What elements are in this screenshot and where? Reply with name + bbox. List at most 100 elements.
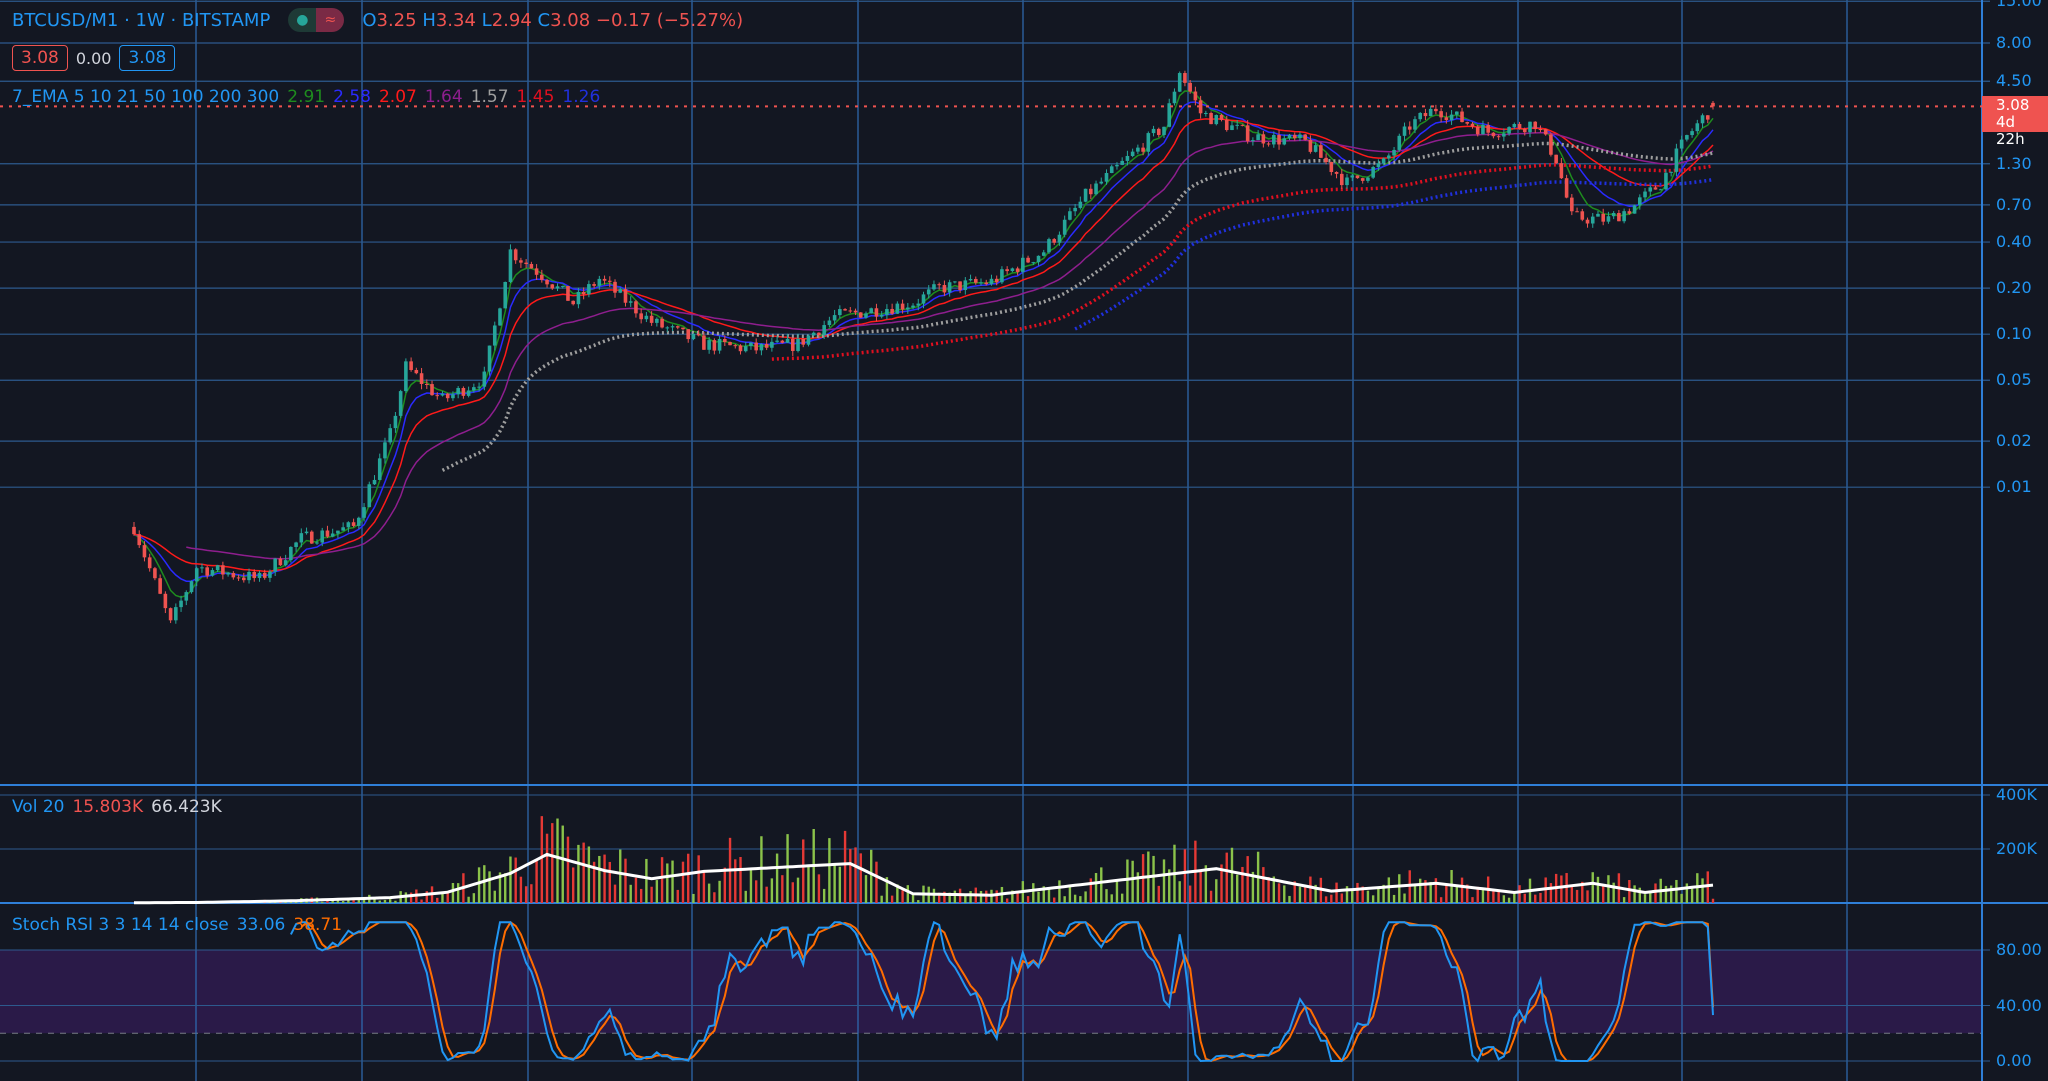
candle-body: [1339, 173, 1344, 186]
candle-body: [613, 281, 617, 293]
candle-body: [158, 578, 162, 594]
ema-100-line: [441, 141, 1714, 472]
price-tick-label: 0.70: [1996, 194, 2032, 214]
volume-bar: [1513, 892, 1516, 903]
volume-bar: [1314, 884, 1317, 903]
candle-body: [932, 284, 936, 290]
buy-sell-toggle[interactable]: ● ≈: [288, 8, 345, 32]
candle-body: [1632, 205, 1637, 214]
candle-body: [456, 387, 460, 395]
candle-body: [1444, 117, 1449, 121]
candle-body: [1313, 145, 1318, 152]
volume-bar: [404, 892, 408, 903]
candle-body: [1177, 73, 1182, 92]
candle-body: [911, 305, 915, 308]
volume-bar: [718, 880, 721, 903]
volume-bar: [1220, 864, 1223, 903]
candle-body: [1031, 262, 1036, 264]
stoch-d-line: [300, 920, 1714, 1063]
candle-body: [435, 395, 440, 397]
volume-bar: [1549, 883, 1553, 903]
volume-bar: [1669, 885, 1673, 903]
volume-bar: [1288, 895, 1291, 903]
candle-body: [618, 289, 623, 293]
volume-bar: [1596, 876, 1600, 903]
volume-bar: [1053, 897, 1056, 903]
candle-body: [336, 530, 340, 534]
sell-button[interactable]: 3.08: [12, 45, 68, 71]
candle-body: [921, 294, 926, 304]
candle-body: [979, 282, 983, 284]
volume-bar: [1429, 881, 1432, 903]
candle-body: [885, 308, 889, 316]
candle-body: [1381, 158, 1386, 164]
candle-body: [947, 282, 952, 293]
candle-body: [1638, 197, 1642, 206]
volume-bar: [1283, 885, 1286, 903]
candle-body: [1695, 123, 1700, 132]
volume-bar: [634, 877, 638, 903]
volume-bar: [870, 849, 873, 903]
volume-bar: [1042, 886, 1045, 903]
candle-body: [916, 303, 921, 306]
candle-body: [409, 361, 413, 370]
volume-bar: [1073, 894, 1077, 903]
candle-body: [817, 332, 821, 336]
volume-bar: [1152, 855, 1155, 903]
volume-bar: [1664, 885, 1668, 903]
volume-bar: [859, 853, 862, 903]
volume-bar: [577, 844, 580, 903]
volume-bar: [775, 853, 779, 903]
volume-bar: [441, 892, 444, 903]
price-tick-label: 0.01: [1996, 477, 2032, 497]
candle-body: [1512, 124, 1517, 128]
volume-bar: [1324, 896, 1328, 903]
candle-body: [1679, 139, 1684, 149]
volume-bar: [514, 857, 517, 903]
ema-10-line: [133, 101, 1714, 582]
candle-body: [790, 338, 795, 351]
candle-body: [848, 310, 853, 312]
volume-bar: [587, 846, 591, 903]
candle-body: [1622, 211, 1626, 222]
buy-button[interactable]: 3.08: [119, 45, 176, 71]
volume-bar: [1701, 878, 1704, 903]
candle-body: [822, 325, 826, 336]
ema-legend[interactable]: 7_EMA 5 10 21 50 100 200 300 2.91 2.58 2.0…: [12, 87, 600, 107]
volume-bar: [556, 818, 559, 903]
candle-body: [487, 345, 492, 372]
volume-bar: [1335, 882, 1338, 903]
volume-bar: [524, 886, 528, 903]
volume-bar: [697, 855, 700, 903]
volume-bar: [1032, 883, 1035, 903]
volume-bar: [875, 861, 878, 903]
candle-body: [482, 371, 487, 387]
candle-body: [1423, 112, 1428, 117]
volume-legend[interactable]: Vol 20 15.803K 66.423K: [12, 797, 222, 817]
candle-body: [1026, 257, 1030, 263]
candle-body: [1407, 126, 1412, 130]
candle-body: [205, 567, 209, 576]
candle-body: [670, 326, 675, 328]
candle-body: [1470, 123, 1475, 127]
volume-bar: [713, 892, 716, 903]
volume-bar: [1246, 856, 1249, 903]
candle-body: [785, 338, 790, 343]
volume-value: 15.803K: [72, 797, 144, 817]
candle-body: [1047, 239, 1051, 253]
candle-body: [404, 361, 408, 392]
candle-body: [607, 280, 612, 282]
symbol-title[interactable]: BTCUSD/M1 · 1W · BITSTAMP: [12, 9, 271, 31]
volume-bar: [446, 893, 449, 903]
volume-bar: [1675, 879, 1678, 903]
volume-bar: [1392, 894, 1396, 903]
stoch-legend[interactable]: Stoch RSI 3 3 14 14 close 33.06 38.71: [12, 915, 342, 935]
candle-body: [341, 527, 345, 531]
volume-bar: [781, 875, 784, 903]
volume-bar: [519, 876, 523, 903]
candle-body: [1491, 132, 1496, 137]
volume-bar: [373, 898, 376, 903]
candle-body: [953, 281, 957, 283]
candle-body: [1073, 207, 1077, 212]
